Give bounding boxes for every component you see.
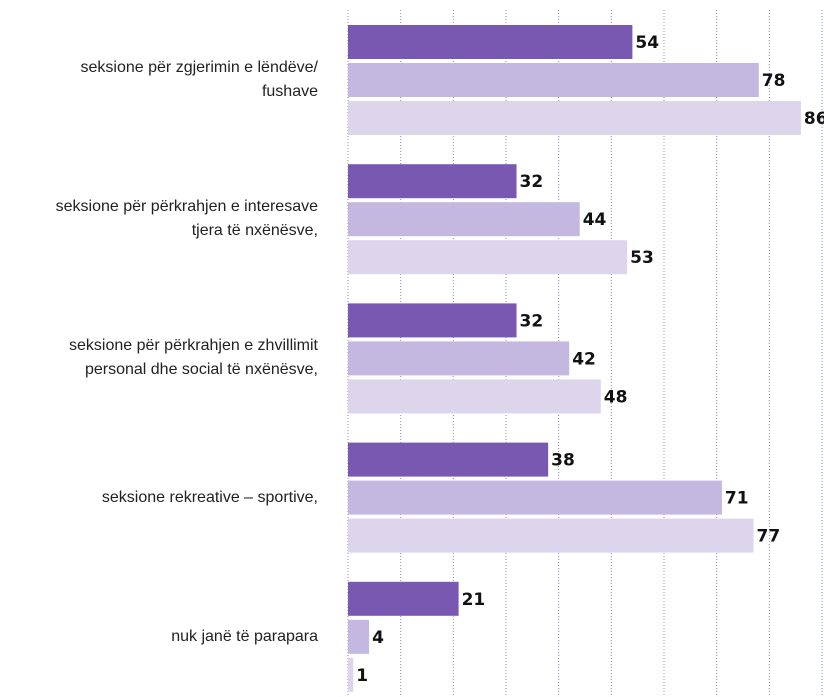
value-label: 38 bbox=[551, 451, 575, 471]
bar bbox=[348, 480, 722, 515]
category-label: seksione për përkrahjen e interesave tje… bbox=[55, 198, 318, 240]
category-label: seksione për zgjerimin e lëndëve/ fushav… bbox=[80, 59, 318, 100]
value-label: 21 bbox=[462, 590, 486, 610]
bar bbox=[348, 164, 517, 199]
value-label: 77 bbox=[757, 527, 781, 547]
category-label: seksione rekreative – sportive, bbox=[101, 488, 318, 506]
value-label: 32 bbox=[520, 172, 544, 192]
bar bbox=[348, 518, 754, 553]
bar bbox=[348, 240, 628, 275]
value-label: 32 bbox=[520, 311, 544, 331]
bar bbox=[348, 379, 601, 414]
bar bbox=[348, 581, 459, 616]
value-label: 4 bbox=[372, 628, 384, 648]
bar bbox=[348, 442, 549, 477]
bar bbox=[348, 63, 759, 97]
value-label: 54 bbox=[635, 33, 659, 53]
value-label: 44 bbox=[583, 210, 607, 230]
value-label: 1 bbox=[356, 666, 368, 686]
bar bbox=[348, 303, 517, 338]
category-label: nuk janë të parapara bbox=[171, 627, 318, 645]
bar bbox=[348, 101, 801, 135]
value-label: 78 bbox=[762, 71, 786, 91]
bar bbox=[348, 619, 370, 654]
bar bbox=[348, 25, 633, 59]
value-label: 53 bbox=[630, 248, 654, 268]
value-label: 71 bbox=[725, 489, 749, 509]
value-label: 48 bbox=[604, 387, 628, 407]
bar bbox=[348, 202, 580, 237]
bar bbox=[348, 341, 570, 376]
value-label: 42 bbox=[572, 349, 596, 369]
category-label: seksione për përkrahjen e zhvillimit per… bbox=[69, 337, 318, 379]
value-label: 86 bbox=[804, 109, 824, 129]
bar bbox=[348, 657, 354, 692]
